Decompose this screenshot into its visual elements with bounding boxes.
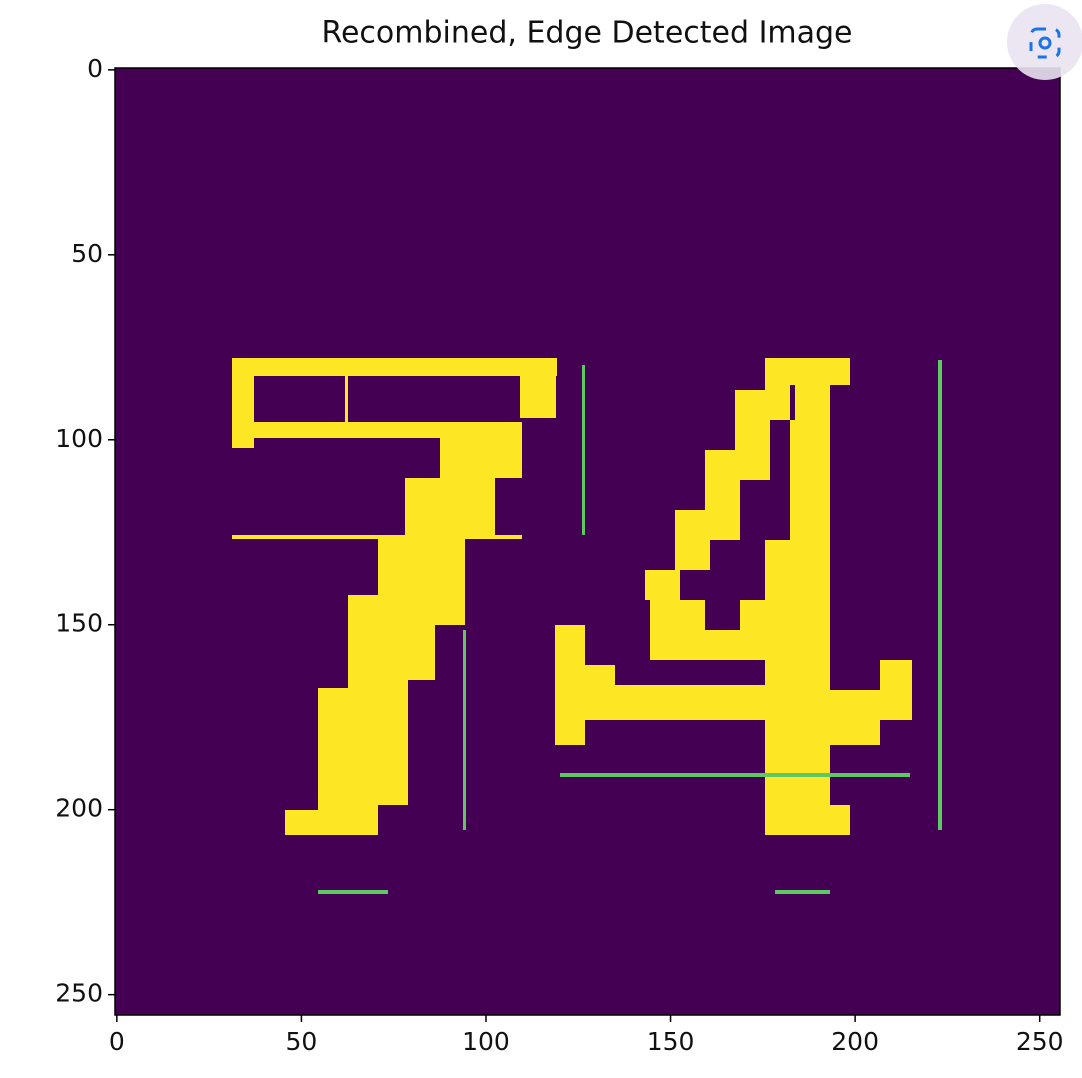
x-tick-label: 50 <box>286 1027 318 1056</box>
y-tick-label: 150 <box>55 609 103 638</box>
x-tick-label: 150 <box>647 1027 695 1056</box>
y-tick-label: 100 <box>55 424 103 453</box>
y-tick-label: 0 <box>87 54 103 83</box>
x-tick-label: 0 <box>109 1027 125 1056</box>
chart: Recombined, Edge Detected Image 0 50 100 15… <box>0 0 1082 1078</box>
x-tick-label: 100 <box>462 1027 510 1056</box>
lens-button[interactable] <box>1007 4 1082 80</box>
y-tick-label: 50 <box>71 239 103 268</box>
lens-badge[interactable] <box>1007 4 1082 80</box>
chart-title: Recombined, Edge Detected Image <box>321 16 852 51</box>
y-tick-label: 200 <box>55 794 103 823</box>
image-background <box>115 68 1060 1015</box>
x-tick-label: 200 <box>831 1027 879 1056</box>
y-tick-label: 250 <box>55 979 103 1008</box>
x-tick-label: 250 <box>1016 1027 1064 1056</box>
